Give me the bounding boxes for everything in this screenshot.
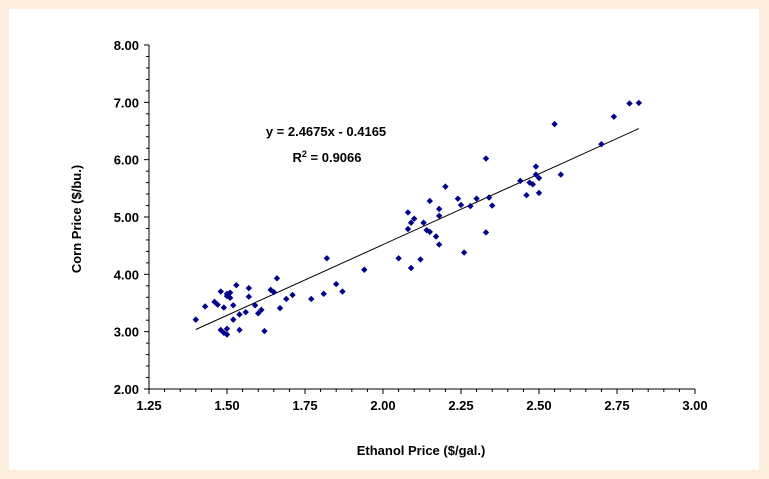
data-point xyxy=(258,306,265,314)
data-point xyxy=(426,197,433,205)
data-point xyxy=(230,316,237,323)
data-point xyxy=(404,209,412,216)
data-point xyxy=(261,327,268,335)
x-axis-title: Ethanol Price ($/gal.) xyxy=(357,443,486,458)
data-point xyxy=(223,325,231,332)
data-point xyxy=(214,301,221,308)
data-point xyxy=(226,289,234,296)
data-point xyxy=(276,304,284,312)
r-squared-superscript: 2 xyxy=(302,149,307,159)
y-tick-label: 2.00 xyxy=(114,382,139,397)
data-point xyxy=(557,171,565,178)
axes xyxy=(144,44,696,394)
data-point xyxy=(242,308,249,316)
y-tick-label: 5.00 xyxy=(114,210,139,225)
y-tick-label: 8.00 xyxy=(114,38,139,53)
data-point xyxy=(610,113,618,120)
x-tick-label: 3.00 xyxy=(682,398,707,413)
x-tick-label: 2.25 xyxy=(448,398,473,413)
data-point xyxy=(435,212,443,220)
data-point xyxy=(339,288,346,295)
data-point xyxy=(201,303,209,310)
x-tick-label: 1.75 xyxy=(292,398,317,413)
data-point xyxy=(473,195,480,202)
data-point xyxy=(236,311,243,318)
data-point xyxy=(432,233,440,240)
data-point xyxy=(220,304,228,311)
data-point xyxy=(529,181,536,188)
data-point xyxy=(404,225,412,233)
data-point xyxy=(245,293,253,300)
data-point xyxy=(270,288,277,296)
data-point xyxy=(251,302,259,309)
data-point xyxy=(233,282,240,289)
r-squared-label: R2 = 0.9066 xyxy=(293,149,362,165)
y-tick-label: 4.00 xyxy=(114,267,139,282)
data-point xyxy=(535,189,543,197)
data-point xyxy=(635,99,643,107)
data-point xyxy=(245,284,253,292)
data-point xyxy=(460,249,468,256)
data-point xyxy=(489,202,496,209)
data-point xyxy=(482,155,490,162)
x-tick-label: 2.50 xyxy=(526,398,551,413)
equation-label: y = 2.4675x - 0.4165 xyxy=(266,124,386,139)
data-point xyxy=(532,163,540,170)
x-tick-label: 2.75 xyxy=(604,398,629,413)
y-tick-label: 3.00 xyxy=(114,325,139,340)
data-point xyxy=(217,288,224,295)
data-point xyxy=(523,192,530,199)
scatter-chart: 2.00 3.00 4.00 5.00 6.00 7.00 8.00 1.25 1.50 1.75… xyxy=(69,38,708,458)
data-point xyxy=(482,229,490,236)
data-point xyxy=(192,316,199,323)
data-point xyxy=(320,290,327,298)
data-point xyxy=(411,215,418,222)
data-point xyxy=(626,100,633,107)
trendline xyxy=(195,128,640,330)
x-tick-label: 1.25 xyxy=(136,398,161,413)
data-point xyxy=(454,195,462,202)
r-squared-prefix: R xyxy=(293,150,303,165)
data-point xyxy=(420,219,427,226)
tick-labels: 2.00 3.00 4.00 5.00 6.00 7.00 8.00 1.25 1.50 1.75… xyxy=(114,38,708,413)
data-point xyxy=(395,255,402,262)
data-point xyxy=(273,275,281,282)
r-squared-value: = 0.9066 xyxy=(307,150,362,165)
data-point xyxy=(255,310,262,317)
data-point xyxy=(417,256,424,263)
data-point xyxy=(535,174,543,182)
chart-frame: 2.00 3.00 4.00 5.00 6.00 7.00 8.00 1.25 1.50 1.75… xyxy=(9,9,759,470)
x-tick-label: 1.50 xyxy=(214,398,239,413)
data-point xyxy=(598,140,605,148)
y-axis-title: Corn Price ($/bu.) xyxy=(69,165,84,273)
y-tick-label: 6.00 xyxy=(114,153,139,168)
data-point xyxy=(308,295,315,303)
data-point xyxy=(226,294,234,302)
data-point xyxy=(426,228,433,236)
data-point xyxy=(517,177,524,185)
data-point xyxy=(283,295,290,303)
data-point xyxy=(407,264,415,272)
data-point xyxy=(223,331,231,338)
data-point xyxy=(442,183,449,190)
y-tick-label: 7.00 xyxy=(114,95,139,110)
data-point xyxy=(230,302,237,309)
data-point xyxy=(551,120,558,128)
data-point xyxy=(457,201,465,209)
data-point xyxy=(435,205,443,213)
data-point xyxy=(361,266,368,273)
data-point xyxy=(289,291,296,299)
data-points xyxy=(192,99,643,338)
data-point xyxy=(323,255,331,262)
data-point xyxy=(467,202,474,210)
x-tick-label: 2.00 xyxy=(370,398,395,413)
data-point xyxy=(333,280,340,288)
data-point xyxy=(532,171,540,178)
data-point xyxy=(236,326,243,334)
data-point xyxy=(435,241,443,248)
data-point xyxy=(485,194,493,201)
data-point xyxy=(407,219,415,226)
